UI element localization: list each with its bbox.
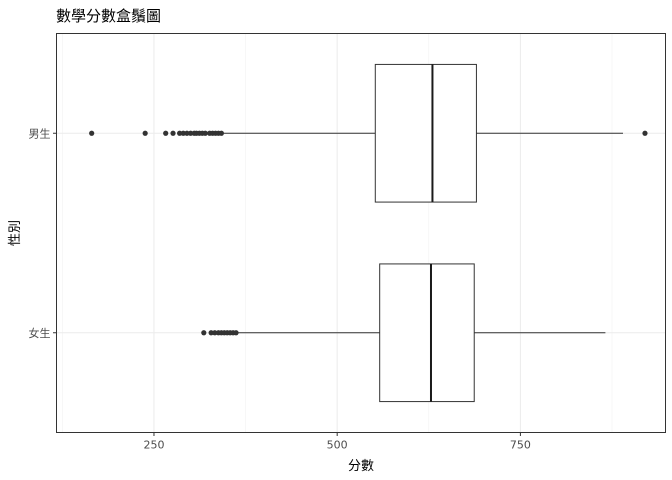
outlier-point (188, 130, 194, 136)
outlier-point (163, 130, 169, 136)
outlier-point (184, 130, 190, 136)
x-tick-label: 500 (327, 439, 348, 452)
box-0 (89, 63, 648, 203)
iqr-box (379, 263, 475, 403)
outlier-point (170, 130, 176, 136)
outlier-point (89, 130, 95, 136)
x-tick-label: 250 (143, 439, 164, 452)
x-axis-label: 分數 (348, 459, 374, 474)
outlier-point (642, 130, 648, 136)
outlier-point (233, 330, 239, 336)
y-tick-label: 男生 (29, 126, 51, 140)
chart-title: 數學分數盒鬚圖 (56, 7, 161, 25)
plot-panel (56, 33, 666, 433)
y-tick-label: 女生 (29, 326, 51, 340)
outlier-point (142, 130, 148, 136)
outlier-point (201, 330, 207, 336)
outlier-point (180, 130, 186, 136)
outlier-point (208, 330, 214, 336)
outlier-point (212, 330, 218, 336)
outlier-point (202, 130, 208, 136)
y-axis-label: 性別 (8, 220, 23, 246)
iqr-box (374, 63, 477, 203)
outlier-point (218, 130, 224, 136)
grid (56, 33, 666, 433)
outlier-point (177, 130, 183, 136)
x-tick-label: 750 (510, 439, 531, 452)
boxes (89, 63, 648, 403)
box-1 (201, 263, 606, 403)
x-axis: 250 500 750 (143, 432, 531, 452)
